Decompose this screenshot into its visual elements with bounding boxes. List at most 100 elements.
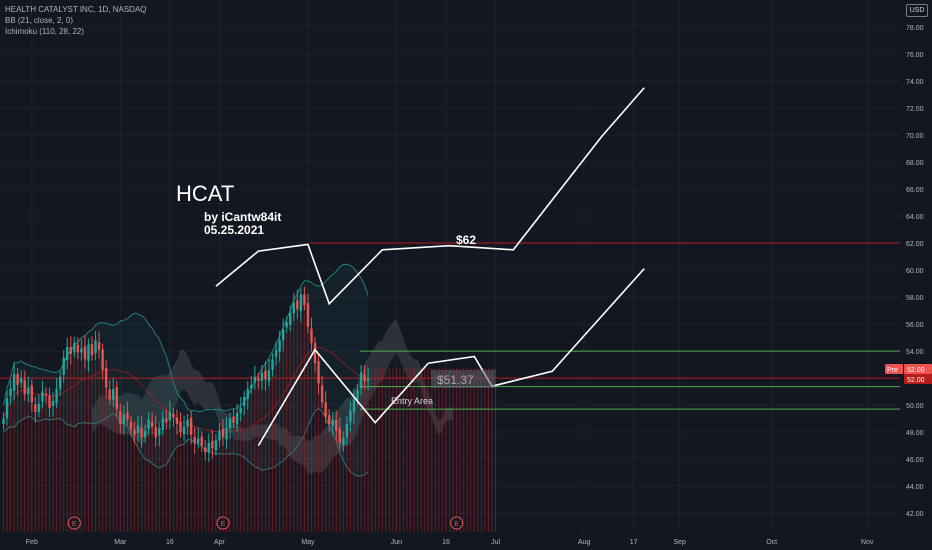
candle-body — [94, 340, 97, 354]
candle-body — [69, 347, 72, 354]
candle-body — [150, 421, 154, 427]
candle-body — [356, 390, 359, 400]
candle-body — [267, 369, 271, 382]
candle-body — [165, 418, 168, 423]
candlesticks — [2, 286, 370, 462]
candle-body — [363, 374, 366, 381]
candle-body — [221, 428, 225, 438]
candle-body — [186, 419, 189, 427]
x-tick-label: 17 — [630, 539, 638, 546]
price-tags: Pre 52.00 52.00 — [885, 364, 932, 384]
last-price-label: 52.00 — [907, 377, 925, 384]
candle-body — [296, 300, 299, 310]
candle-body — [27, 387, 30, 395]
candle-body — [20, 378, 23, 383]
x-tick-label: Mar — [114, 539, 127, 546]
candle-body — [87, 344, 90, 362]
x-tick-label: Sep — [673, 539, 686, 546]
candle-body — [342, 437, 345, 445]
candle-body — [62, 357, 65, 375]
candle-body — [366, 378, 370, 381]
candle-body — [264, 370, 267, 380]
candle-body — [324, 402, 327, 418]
earnings-marker — [216, 516, 230, 530]
candle-body — [225, 428, 228, 440]
candle-body — [211, 440, 214, 449]
earnings-marker — [67, 516, 81, 530]
y-tick-label: 50.00 — [906, 403, 924, 410]
earnings-marker-label: E — [221, 521, 226, 528]
candle-body — [112, 388, 115, 400]
candle-body — [327, 415, 331, 424]
candle-body — [51, 401, 55, 406]
candle-body — [161, 418, 164, 431]
candle-body — [281, 329, 285, 341]
candle-body — [175, 417, 179, 424]
y-tick-label: 74.00 — [906, 79, 924, 86]
candle-body — [182, 426, 186, 435]
candle-body — [228, 418, 232, 429]
candle-body — [58, 376, 62, 389]
candle-body — [34, 404, 37, 412]
candle-body — [320, 385, 324, 403]
candle-body — [289, 313, 292, 325]
y-tick-label: 76.00 — [906, 52, 924, 59]
indicator-ichimoku[interactable]: Ichimoku (110, 28, 22) — [5, 27, 85, 36]
x-tick-label: Aug — [578, 539, 591, 546]
candle-body — [232, 416, 235, 423]
candle-body — [147, 419, 150, 429]
y-tick-label: 68.00 — [906, 160, 924, 167]
candle-body — [136, 425, 140, 433]
candle-body — [218, 430, 221, 441]
y-tick-label: 46.00 — [906, 457, 924, 464]
candle-body — [214, 440, 218, 451]
currency-badge[interactable]: USD — [906, 4, 928, 17]
x-tick-label: Nov — [861, 539, 874, 546]
candle-body — [44, 393, 48, 396]
x-tick-label: Feb — [26, 539, 38, 546]
candle-body — [143, 430, 147, 438]
annotations: HCAT by iCantw84it 05.25.2021 $62 $51.37… — [176, 181, 495, 406]
candle-body — [66, 347, 69, 360]
candle-body — [55, 388, 58, 404]
y-tick-label: 44.00 — [906, 484, 924, 491]
y-tick-label: 58.00 — [906, 295, 924, 302]
x-tick-label: Oct — [766, 539, 777, 546]
candle-body — [189, 417, 193, 435]
candle-body — [108, 389, 111, 400]
candle-body — [126, 412, 129, 420]
candle-body — [104, 367, 108, 388]
pre-price-label: 52.00 — [907, 367, 925, 374]
candle-body — [76, 344, 80, 353]
bb-basis — [3, 346, 369, 433]
candle-body — [257, 378, 260, 381]
candle-body — [285, 322, 288, 328]
candle-body — [352, 399, 356, 413]
candle-body — [317, 361, 320, 384]
entry-price-label: $51.37 — [437, 373, 474, 387]
projection-lower — [257, 268, 645, 447]
candle-body — [83, 346, 87, 360]
candle-body — [207, 442, 211, 453]
candle-body — [345, 423, 349, 438]
candle-body — [243, 396, 246, 406]
symbol-line[interactable]: HEALTH CATALYST INC, 1D, NASDAQ — [5, 5, 147, 14]
candle-body — [338, 428, 341, 443]
candle-body — [179, 421, 182, 433]
time-axis[interactable]: Feb Mar 16 Apr May Jun 16 Jul Aug 17 Sep Oct Nov — [26, 539, 874, 546]
candle-body — [299, 294, 303, 312]
y-tick-label: 60.00 — [906, 268, 924, 275]
price-axis[interactable]: 42.00 44.00 46.00 48.00 50.00 52.00 54.00 56.00… — [906, 25, 924, 518]
y-tick-label: 42.00 — [906, 511, 924, 518]
candle-body — [9, 388, 12, 397]
indicator-bb[interactable]: BB (21, close, 2, 0) — [5, 16, 74, 25]
candle-body — [73, 342, 76, 352]
entry-area-label: Entry Area — [391, 396, 433, 406]
earnings-marker — [450, 516, 464, 530]
candle-body — [278, 340, 281, 352]
target-label: $62 — [456, 233, 476, 247]
volume-bars — [3, 302, 497, 532]
x-tick-label: Jul — [491, 539, 500, 546]
